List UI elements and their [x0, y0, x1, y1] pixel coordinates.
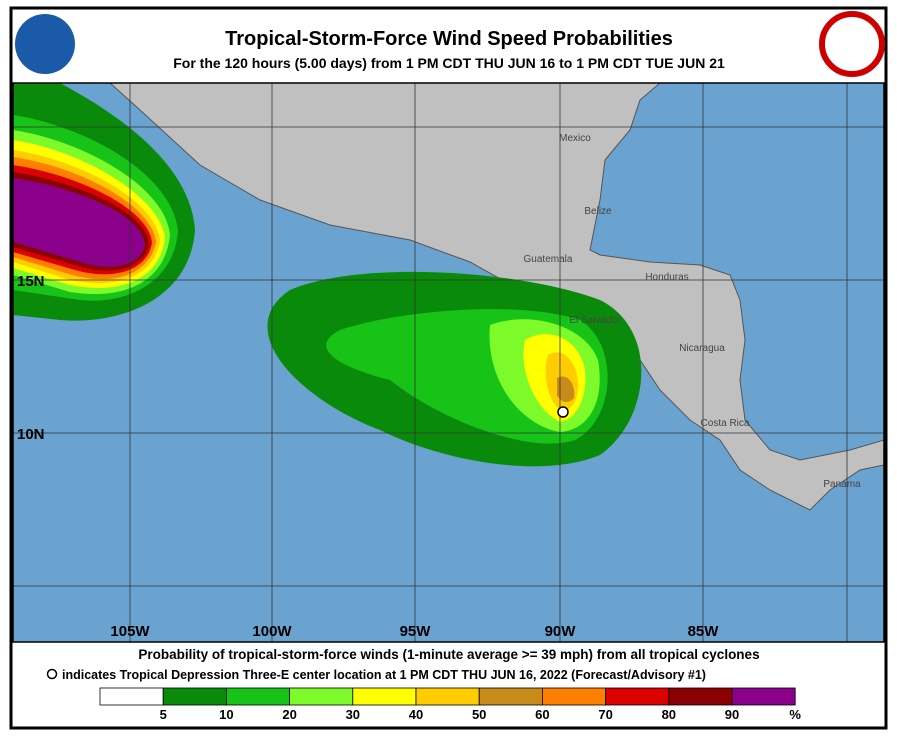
legend-swatch [415, 687, 480, 706]
legend-label: 40 [409, 707, 423, 722]
legend-label: 10 [219, 707, 233, 722]
footer-line2: indicates Tropical Depression Three-E ce… [62, 668, 706, 682]
lon-label: 85W [688, 623, 720, 640]
legend-swatch [478, 687, 543, 706]
probability-contours [13, 83, 642, 467]
legend-label: % [789, 707, 801, 722]
legend-label: 30 [346, 707, 360, 722]
legend-swatch [352, 687, 417, 706]
legend-swatch [225, 687, 290, 706]
legend-swatch [99, 687, 164, 706]
legend-label: 90 [725, 707, 739, 722]
place-label: Panama [823, 479, 861, 490]
graticule [13, 83, 884, 642]
center-symbol [46, 668, 58, 680]
lon-label: 90W [545, 623, 577, 640]
lon-label: 105W [110, 623, 150, 640]
contour-50 [557, 376, 575, 402]
place-label: El Salvador [569, 315, 621, 326]
legend: 5 10 20 30 40 50 60 70 80 90% [99, 687, 801, 722]
legend-swatch [605, 687, 670, 706]
legend-label: 20 [282, 707, 296, 722]
noaa-logo [15, 14, 75, 74]
legend-label: 70 [598, 707, 612, 722]
legend-swatch [731, 687, 796, 706]
place-label: Costa Rica [701, 418, 750, 429]
place-label: Mexico [559, 133, 591, 144]
legend-swatch [542, 687, 607, 706]
legend-label: 60 [535, 707, 549, 722]
place-label: Guatemala [524, 254, 573, 265]
place-label: Honduras [645, 272, 688, 283]
storm-center [557, 406, 569, 418]
legend-label: 5 [160, 707, 167, 722]
lat-label: 10N [17, 426, 45, 443]
map: Mexico Belize Guatemala Honduras El Salv… [12, 82, 885, 643]
legend-swatch [162, 687, 227, 706]
nws-logo [819, 11, 885, 77]
legend-label: 50 [472, 707, 486, 722]
legend-label: 80 [662, 707, 676, 722]
subtitle: For the 120 hours (5.00 days) from 1 PM … [173, 55, 725, 71]
place-label: Nicaragua [679, 343, 725, 354]
west-contour-90 [13, 178, 145, 267]
lat-label: 15N [17, 273, 45, 290]
legend-swatch [668, 687, 733, 706]
lon-label: 100W [252, 623, 292, 640]
land [109, 83, 884, 511]
title: Tropical-Storm-Force Wind Speed Probabil… [225, 28, 673, 50]
lon-label: 95W [400, 623, 432, 640]
footer-line1: Probability of tropical-storm-force wind… [138, 647, 759, 662]
place-label: Belize [584, 206, 612, 217]
legend-swatch [289, 687, 354, 706]
